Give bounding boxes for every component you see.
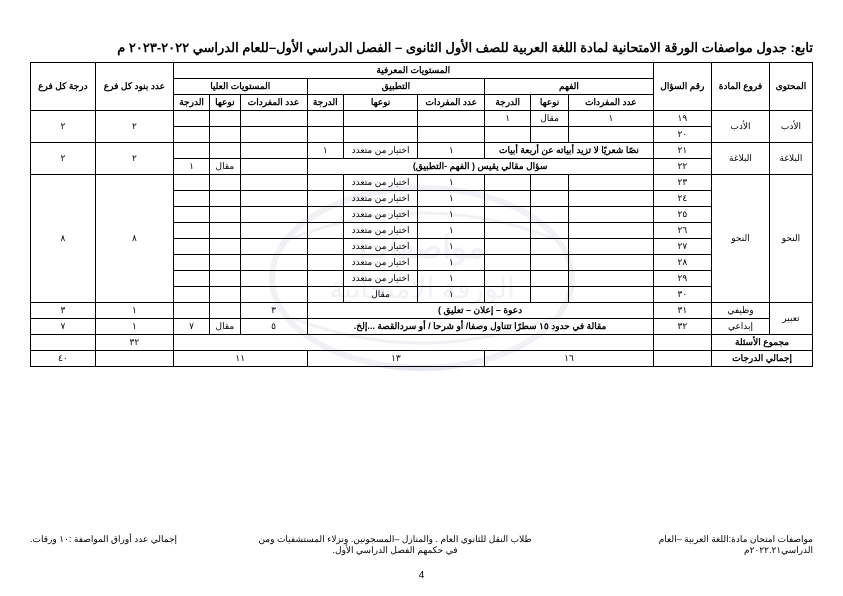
col-cognitive: المستويات المعرفية	[173, 63, 653, 79]
a-vocab: عدد المفردات	[418, 95, 485, 111]
u-vocab: عدد المفردات	[569, 95, 653, 111]
footer-center: طلاب النقل للثانوي العام . والمنازل –الم…	[255, 534, 535, 556]
h-vocab: عدد المفردات	[240, 95, 307, 111]
totals-questions-row: مجموع الأسئلة ٣٢	[31, 335, 813, 351]
u-score: الدرجة	[485, 95, 531, 111]
h-type: نوعها	[210, 95, 240, 111]
col-branches: فروع المادة	[712, 63, 770, 111]
table-row: الأدب الأدب ١٩ ١ مقال ١ ٢ ٢	[31, 111, 813, 127]
col-application: التطبيق	[307, 79, 485, 95]
specification-table: المحتوى فروع المادة رقم السؤال المستويات…	[30, 62, 813, 367]
col-understanding: الفهم	[485, 79, 653, 95]
col-higher: المستويات العليا	[173, 79, 307, 95]
table-row: النحو النحو ٢٣ ١اختيار من متعدد ٨ ٨	[31, 175, 813, 191]
col-content: المحتوى	[769, 63, 812, 111]
h-score: الدرجة	[173, 95, 209, 111]
page-title: تابع: جدول مواصفات الورقة الامتحانية لما…	[30, 40, 813, 56]
col-score-branch: درجة كل فرع	[31, 63, 96, 111]
totals-scores-row: إجمالي الدرجات ١٦ ١٣ ١١ ٤٠	[31, 351, 813, 367]
footer-right: مواصفات امتحان مادة:اللغة العربية –العام…	[613, 534, 813, 556]
a-type: نوعها	[343, 95, 417, 111]
col-qnum: رقم السؤال	[653, 63, 712, 111]
a-score: الدرجة	[307, 95, 343, 111]
page-number: 4	[419, 570, 425, 581]
footer-left: إجمالي عدد أوراق المواصفة :١٠ ورقات.	[30, 534, 177, 545]
col-count: عدد بنود كل فرع	[95, 63, 173, 111]
table-row: البلاغة البلاغة ٢١ نصًا شعريًا لا تزيد أ…	[31, 143, 813, 159]
page-footer: مواصفات امتحان مادة:اللغة العربية –العام…	[30, 534, 813, 556]
u-type: نوعها	[531, 95, 569, 111]
table-row: تعبير وظيفي ٣١ دعوة – إعلان – تعليق ) ٣ …	[31, 303, 813, 319]
table-row: إبداعي ٣٢ مقالة في حدود ١٥ سطرًا تتناول …	[31, 319, 813, 335]
